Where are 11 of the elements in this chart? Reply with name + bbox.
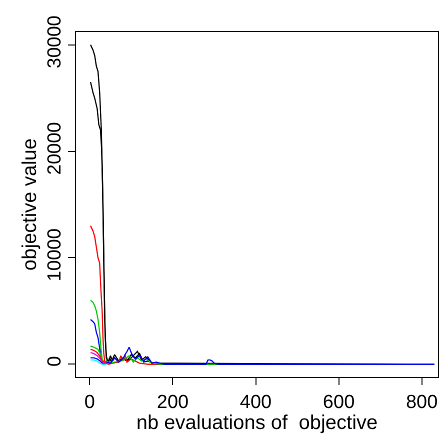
x-tick-label: 800	[406, 392, 438, 413]
y-tick-label: 30000	[44, 16, 66, 68]
y-tick-label: 10000	[44, 228, 66, 282]
x-tick-label: 400	[240, 392, 272, 413]
x-tick-label: 200	[156, 392, 189, 413]
x-tick-label: 600	[322, 392, 355, 413]
y-axis-title: objective value	[18, 138, 41, 271]
y-tick-label: 0	[44, 356, 66, 367]
y-tick-label: 20000	[44, 122, 66, 175]
x-axis-title: nb evaluations of objective	[136, 412, 378, 434]
x-tick-label: 0	[84, 392, 95, 413]
